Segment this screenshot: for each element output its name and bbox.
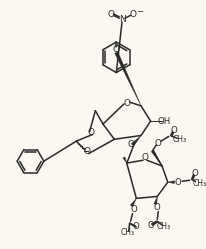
Polygon shape <box>130 198 136 207</box>
Text: O: O <box>147 221 154 230</box>
Text: O: O <box>130 10 137 19</box>
Text: O: O <box>113 45 120 54</box>
Text: O: O <box>107 10 114 19</box>
Polygon shape <box>131 135 141 146</box>
Text: O: O <box>141 153 148 162</box>
Text: CH₃: CH₃ <box>193 179 206 188</box>
Text: O: O <box>127 140 134 149</box>
Text: CH₃: CH₃ <box>121 228 135 237</box>
Text: OH: OH <box>157 117 171 126</box>
Text: O: O <box>191 169 198 178</box>
Text: O: O <box>133 222 140 232</box>
Text: CH₃: CH₃ <box>173 135 187 144</box>
Text: O: O <box>154 203 161 212</box>
Text: O: O <box>83 147 90 156</box>
Text: O: O <box>175 178 182 187</box>
Polygon shape <box>123 157 127 163</box>
Text: O: O <box>87 128 94 137</box>
Text: N: N <box>119 15 125 24</box>
Polygon shape <box>151 150 162 166</box>
Text: O: O <box>130 205 137 214</box>
Text: −: − <box>136 7 143 16</box>
Text: O: O <box>123 99 130 108</box>
Text: CH₃: CH₃ <box>157 222 171 231</box>
Text: O: O <box>170 126 177 135</box>
Polygon shape <box>154 196 157 204</box>
Polygon shape <box>168 181 174 184</box>
Text: O: O <box>155 139 162 148</box>
Polygon shape <box>115 52 141 106</box>
